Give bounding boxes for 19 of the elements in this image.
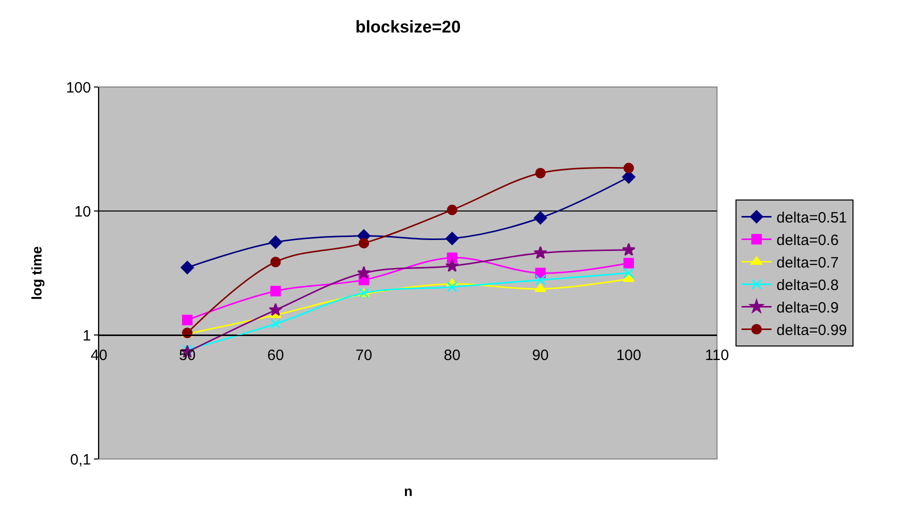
legend-label: delta=0.9 (776, 300, 839, 317)
y-tick-label: 100 (66, 79, 91, 96)
x-tick-label: 80 (444, 347, 460, 364)
legend-label: delta=0.7 (776, 254, 839, 272)
y-axis-title: log time (28, 246, 45, 300)
legend-label: delta=0.51 (776, 210, 848, 227)
x-tick-label: 110 (705, 347, 729, 364)
y-tick-label: 1 (82, 327, 91, 344)
x-tick-label: 90 (532, 347, 549, 364)
legend-label: delta=0.6 (776, 232, 839, 250)
legend-label: delta=0.8 (776, 277, 839, 294)
x-tick-label: 60 (267, 347, 284, 364)
x-tick-label: 70 (356, 347, 372, 364)
y-tick-label: 0,1 (70, 451, 91, 468)
chart-title: blocksize=20 (355, 17, 461, 36)
x-axis-title: n (404, 483, 413, 499)
x-tick-label: 100 (616, 347, 642, 364)
legend-label: delta=0.99 (776, 322, 848, 340)
y-tick-label: 10 (74, 203, 91, 220)
